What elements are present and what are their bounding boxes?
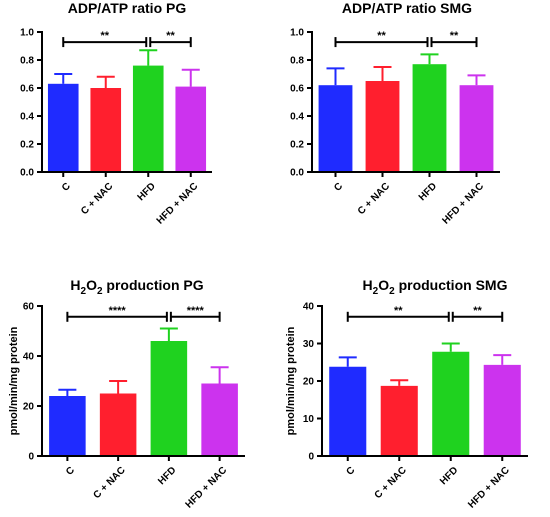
- bar-hfd: [150, 341, 188, 456]
- significance-label: **: [450, 30, 459, 42]
- y-tick-label: 60: [23, 302, 35, 313]
- title-part: production SMG: [395, 277, 508, 293]
- bar-hfd-plus-nac: [175, 86, 207, 172]
- x-tick-label: C + NAC: [92, 465, 128, 501]
- x-tick-label: C: [64, 465, 77, 478]
- title-subscript: 2: [97, 286, 103, 297]
- y-tick-label: 0.0: [290, 168, 304, 179]
- x-tick-label: HFD + NAC: [155, 181, 201, 227]
- y-tick-label: 0.2: [20, 140, 34, 151]
- significance-label: ****: [187, 305, 205, 317]
- x-tick-label: C: [332, 181, 345, 194]
- panel-title: H2O2 production PG: [70, 277, 203, 297]
- bar-hfd: [432, 351, 470, 456]
- title-subscript: 2: [81, 286, 87, 297]
- bar-c-plus-nac: [365, 81, 400, 172]
- y-tick-label: 0.4: [20, 112, 34, 123]
- y-tick-label: 0.0: [20, 168, 34, 179]
- x-tick-label: C + NAC: [79, 181, 115, 217]
- chart-panel-1: ADP/ATP ratio PG 0.0 0.2 0.4 0.6 0.8 1.0 C C + N…: [20, 0, 212, 227]
- title-part: H: [363, 277, 373, 293]
- y-tick-label: 0.6: [20, 84, 34, 95]
- bar-c: [329, 366, 367, 456]
- x-tick-label: HFD: [438, 465, 460, 487]
- y-tick-label: 0.8: [20, 56, 34, 67]
- x-tick-label: C: [345, 465, 358, 478]
- bar-c-plus-nac: [99, 393, 137, 456]
- y-tick-label: 0.4: [290, 112, 304, 123]
- bar-hfd-plus-nac: [483, 364, 521, 456]
- x-tick-label: C + NAC: [373, 465, 409, 501]
- title-part: ADP/ATP ratio PG: [68, 0, 187, 16]
- y-tick-label: 0: [308, 452, 314, 463]
- y-tick-label: 40: [23, 352, 35, 363]
- y-tick-label: 1.0: [290, 28, 304, 39]
- x-tick-label: HFD + NAC: [184, 465, 230, 511]
- x-tick-label: HFD: [417, 181, 439, 203]
- x-tick-label: HFD + NAC: [440, 181, 486, 227]
- x-tick-label: C + NAC: [356, 181, 392, 217]
- x-tick-label: HFD: [156, 465, 178, 487]
- y-tick-label: 10: [303, 414, 315, 425]
- panel-title: H2O2 production SMG: [363, 277, 508, 297]
- significance-label: **: [394, 305, 403, 317]
- title-part: H: [70, 277, 80, 293]
- bar-hfd: [412, 64, 447, 172]
- y-tick-label: 0.2: [290, 140, 304, 151]
- y-tick-label: 20: [303, 377, 315, 388]
- x-tick-label: C: [60, 181, 73, 194]
- y-tick-label: 30: [303, 339, 315, 350]
- bar-hfd: [132, 65, 164, 172]
- y-tick-label: 0.8: [290, 56, 304, 67]
- title-subscript: 2: [373, 286, 379, 297]
- bar-c: [49, 396, 86, 456]
- significance-label: **: [473, 305, 482, 317]
- y-tick-label: 0.6: [290, 84, 304, 95]
- title-part: production PG: [103, 277, 204, 293]
- x-tick-label: HFD + NAC: [466, 465, 512, 511]
- bar-c-plus-nac: [90, 88, 122, 172]
- title-part: O: [86, 277, 97, 293]
- y-tick-label: 0: [28, 452, 34, 463]
- chart-panel-2: ADP/ATP ratio SMG 0.0 0.2 0.4 0.6 0.8 1.0 C C + …: [290, 0, 500, 227]
- bar-c-plus-nac: [380, 385, 418, 456]
- y-tick-label: 20: [23, 402, 35, 413]
- significance-label: **: [100, 30, 109, 42]
- bar-c: [47, 83, 79, 172]
- title-subscript: 2: [389, 286, 395, 297]
- panel-title: ADP/ATP ratio SMG: [342, 0, 472, 16]
- y-axis-label: pmol/min/mg protein: [285, 326, 297, 435]
- panel-title: ADP/ATP ratio PG: [68, 0, 187, 16]
- x-tick-label: HFD: [136, 181, 158, 203]
- bar-hfd-plus-nac: [201, 383, 238, 456]
- y-tick-label: 1.0: [20, 28, 34, 39]
- bar-hfd-plus-nac: [459, 85, 494, 172]
- title-part: O: [378, 277, 389, 293]
- y-tick-label: 40: [303, 302, 315, 313]
- significance-label: ****: [109, 305, 127, 317]
- significance-label: **: [166, 30, 175, 42]
- significance-label: **: [377, 30, 386, 42]
- y-axis-label: pmol/min/mg protein: [8, 326, 20, 435]
- bar-c: [318, 85, 353, 172]
- title-part: ADP/ATP ratio SMG: [342, 0, 472, 16]
